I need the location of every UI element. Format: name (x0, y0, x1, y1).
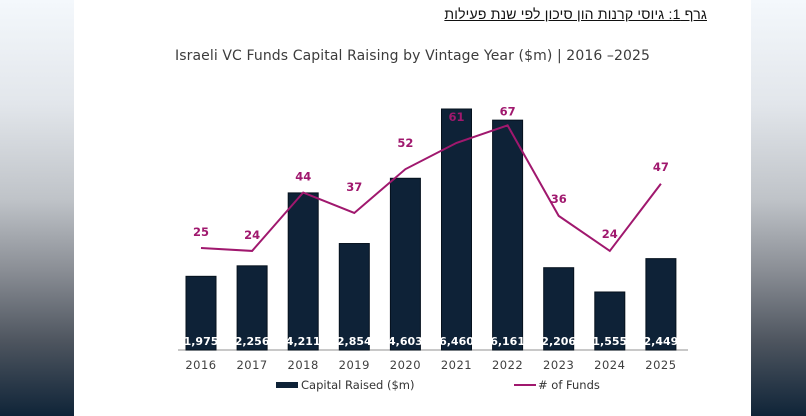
funds-value-label: 47 (653, 160, 669, 174)
legend-swatch-bar (276, 382, 298, 388)
funds-value-label: 24 (602, 227, 618, 241)
bar-value-label: 4,603 (388, 335, 423, 348)
bar-value-label: 2,206 (541, 335, 576, 348)
funds-value-label: 61 (448, 110, 464, 124)
left-background-gradient (0, 0, 74, 416)
bar-value-label: 2,854 (337, 335, 372, 348)
bar-value-label: 4,211 (286, 335, 321, 348)
funds-value-label: 25 (193, 225, 209, 239)
legend-label-funds: # of Funds (538, 378, 600, 392)
bar-2016 (185, 275, 217, 351)
x-tick-label: 2025 (645, 358, 676, 372)
x-tick-label: 2024 (594, 358, 625, 372)
bar-2018 (287, 192, 319, 351)
x-tick-label: 2022 (492, 358, 523, 372)
legend-item-funds: # of Funds (514, 378, 600, 392)
bar-value-label: 2,449 (644, 335, 679, 348)
bar-value-label: 1,555 (592, 335, 627, 348)
funds-value-label: 36 (551, 192, 567, 206)
x-tick-label: 2018 (288, 358, 319, 372)
right-background-gradient (751, 0, 806, 416)
bar-2022 (492, 119, 524, 351)
bar-2024 (594, 291, 626, 351)
bar-2023 (543, 267, 575, 351)
legend-label-capital: Capital Raised ($m) (301, 378, 415, 392)
funds-value-label: 44 (295, 170, 311, 184)
funds-value-label: 67 (500, 104, 516, 118)
bar-value-label: 2,256 (235, 335, 270, 348)
legend-item-capital: Capital Raised ($m) (276, 378, 414, 392)
bar-2019 (338, 243, 370, 351)
bar-2017 (236, 265, 268, 351)
bar-2025 (645, 258, 677, 351)
bar-2020 (389, 177, 421, 351)
x-tick-label: 2019 (339, 358, 370, 372)
bars-group: 1,975 2,256 4,211 2,854 4,603 6,460 6,161 2,206… (184, 108, 679, 351)
x-tick-label: 2020 (390, 358, 421, 372)
bar-value-label: 6,161 (490, 335, 525, 348)
funds-value-label: 24 (244, 228, 260, 242)
funds-line (200, 124, 662, 253)
bar-2021 (441, 108, 472, 351)
line-series-group: 25 24 44 37 52 61 67 36 24 47 (193, 104, 669, 253)
funds-value-label: 52 (397, 136, 413, 150)
x-tick-label: 2017 (236, 358, 267, 372)
x-tick-label: 2021 (441, 358, 472, 372)
x-tick-labels: 2016 2017 2018 2019 2020 2021 2022 2023 2024 2025 (185, 358, 676, 372)
funds-value-label: 37 (346, 180, 362, 194)
x-tick-label: 2016 (185, 358, 216, 372)
legend-swatch-line (514, 384, 536, 386)
x-tick-label: 2023 (543, 358, 574, 372)
chart-title: Israeli VC Funds Capital Raising by Vint… (174, 48, 651, 64)
figure-caption: גרף 1: גיוסי קרנות הון סיכון לפי שנת פעי… (444, 6, 707, 22)
bar-value-label: 6,460 (439, 335, 474, 348)
bar-value-label: 1,975 (184, 335, 219, 348)
